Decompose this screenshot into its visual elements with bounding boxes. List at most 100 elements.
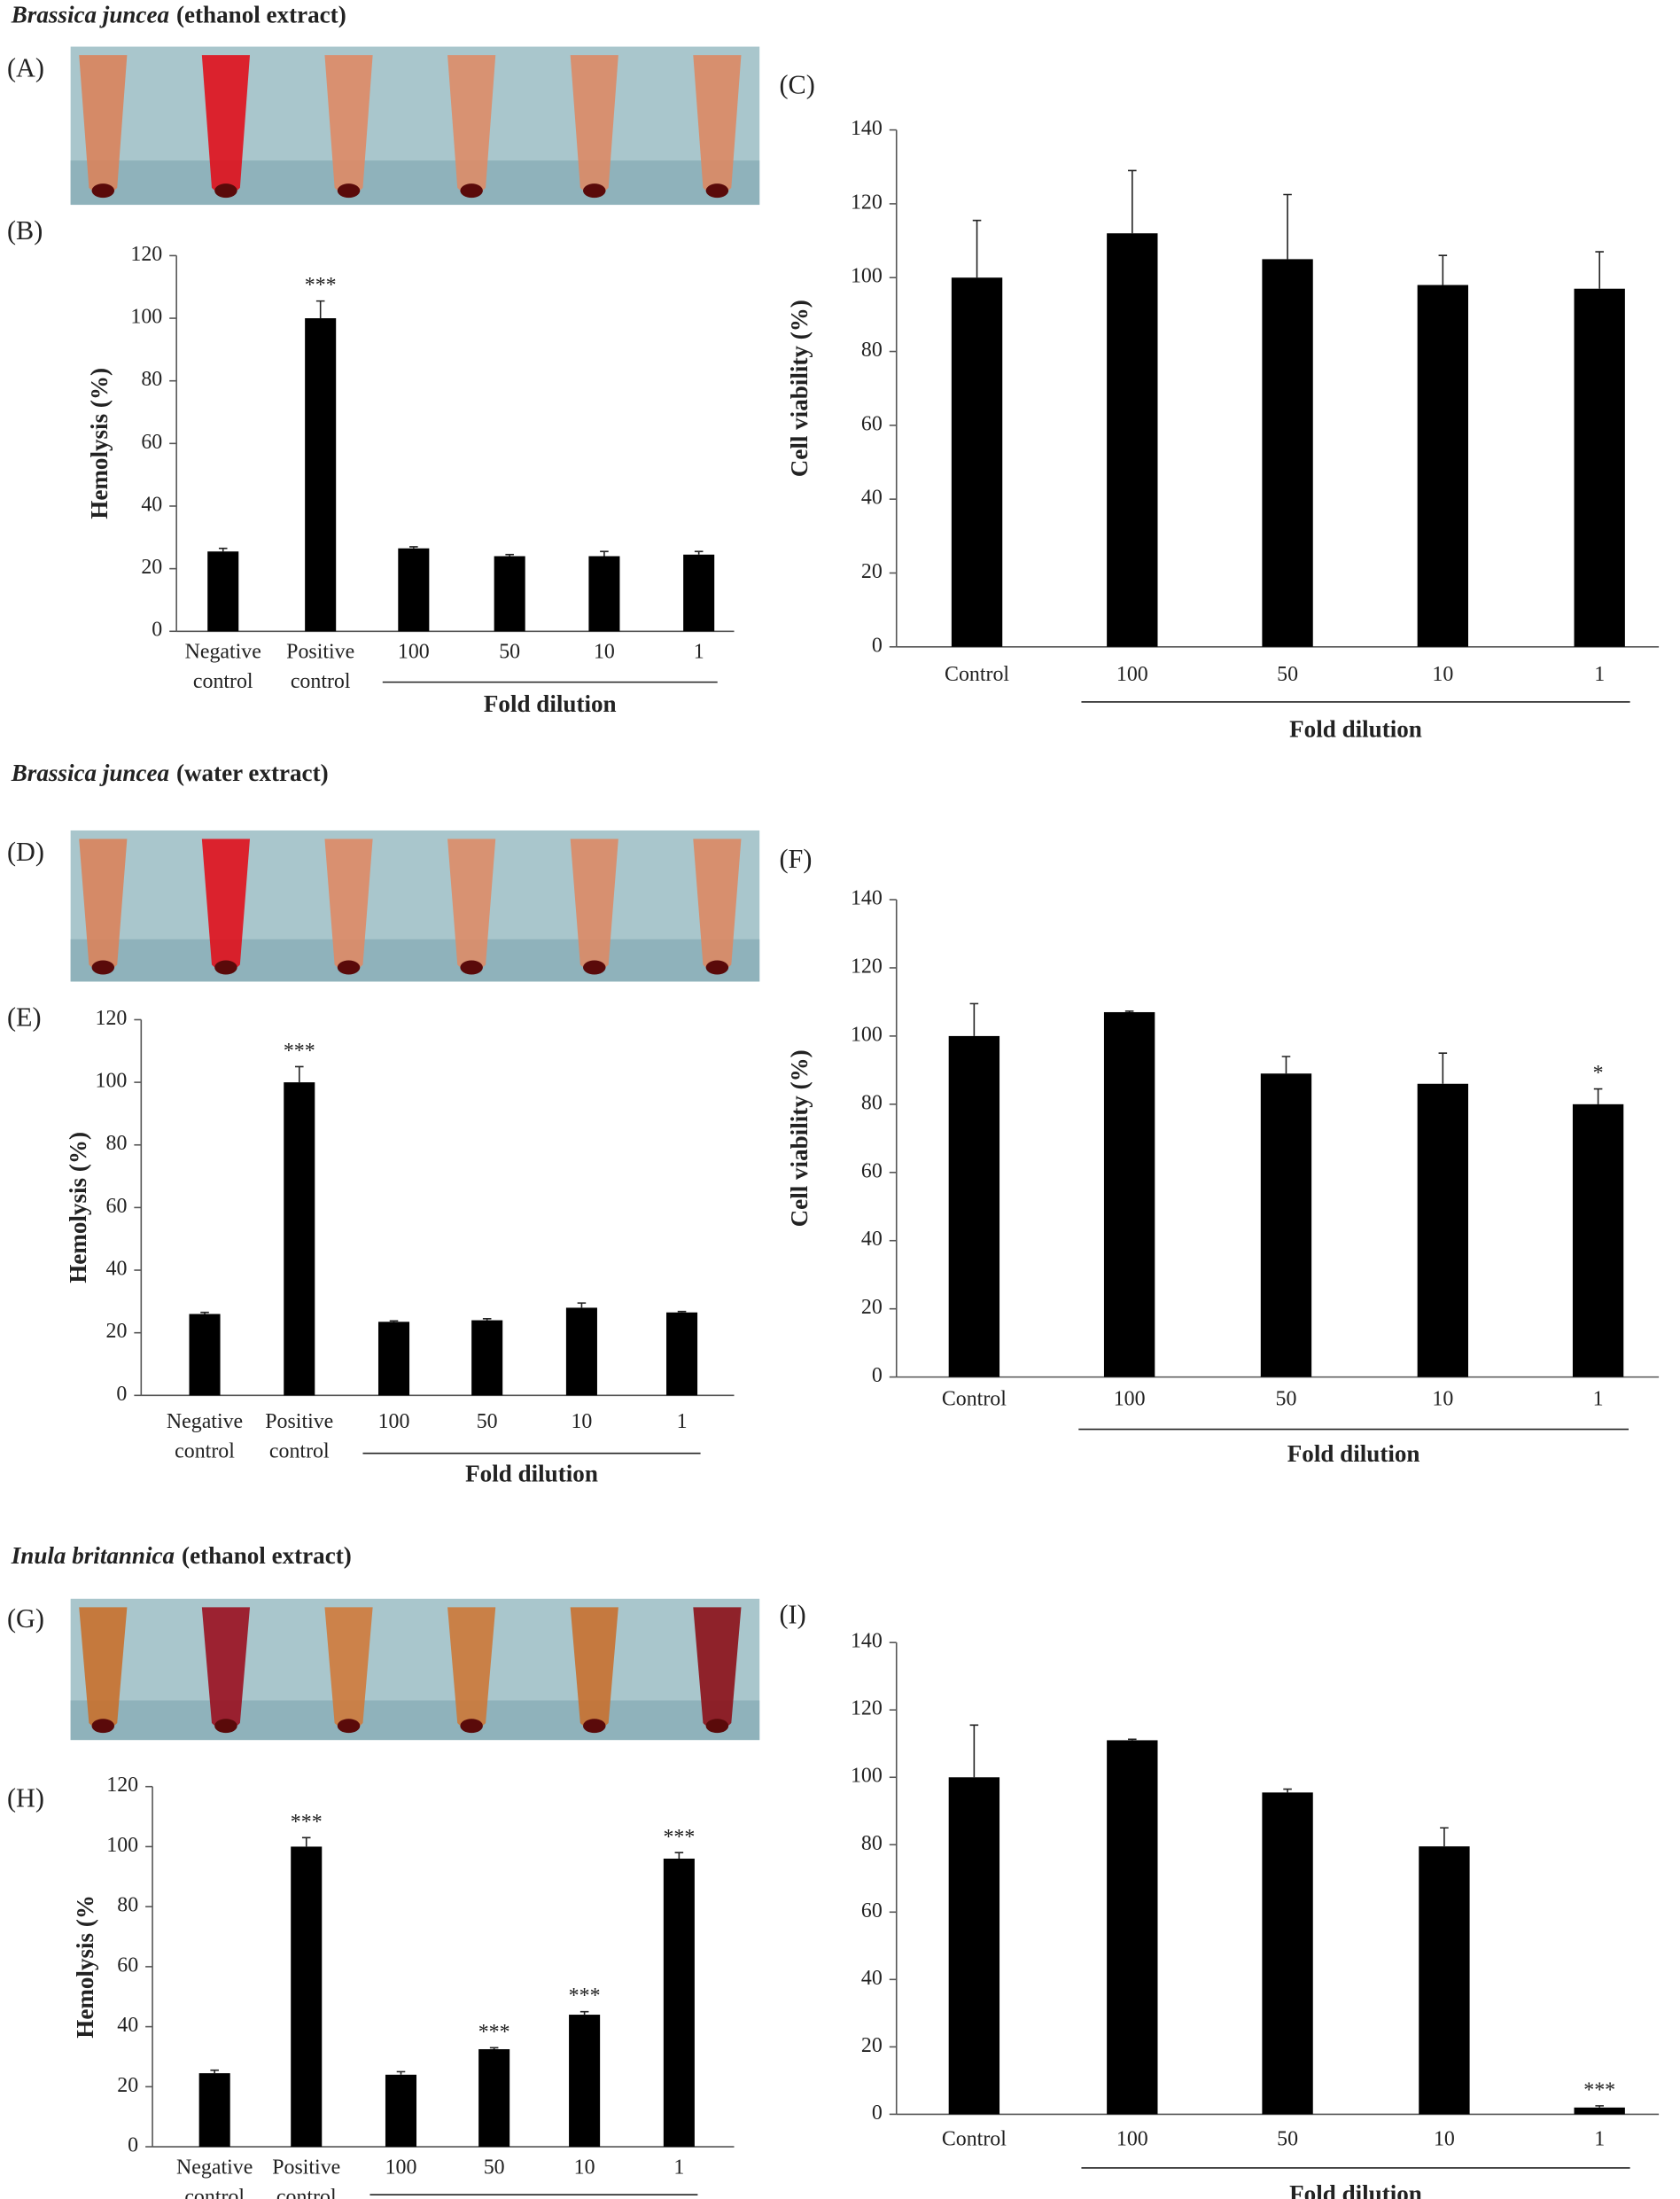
tube [570,55,618,195]
panel-label: (I) [779,1599,805,1629]
pellet [705,960,729,975]
y-tick-label: 140 [851,887,883,910]
category-label-text: 10 [571,1410,593,1434]
category-label-text: 100 [1116,2128,1148,2151]
section-title: Brassica juncea (water extract) [11,760,329,786]
pellet [214,1719,237,1734]
tube [79,1607,128,1730]
tube [447,1607,496,1730]
y-tick-label: 20 [861,2034,883,2057]
category-label-text: Negative control [176,2156,253,2199]
pellet [705,1719,729,1734]
category-label-text: Positive control [272,2156,341,2199]
panel-label: (B) [7,215,43,246]
y-tick-label: 100 [851,1765,883,1788]
category-label: 10 [571,1410,593,1434]
category-label-text: 100 [377,1410,410,1434]
extract: (ethanol extract) [182,1542,352,1569]
category-label: 10 [594,641,615,663]
y-tick-label: 100 [106,1834,138,1857]
error-bar [396,2070,406,2075]
bar [1262,259,1313,647]
category-label: 100 [1114,1388,1146,1410]
bar [377,1322,410,1396]
category-label: 10 [1433,2128,1455,2151]
tube [447,55,496,195]
pellet [583,960,606,975]
extract: (water extract) [176,760,329,786]
pellet [91,183,115,199]
error-bar [1438,254,1448,285]
group-label: Fold dilution [1287,1440,1420,1467]
category-label: 1 [677,1411,688,1433]
bar [1417,285,1469,647]
category-label: 10 [1432,664,1453,686]
error-bar [218,547,228,552]
y-tick-label: 0 [116,1383,127,1406]
y-tick-label: 120 [851,1697,883,1720]
category-label-text: 1 [1594,663,1606,687]
y-tick-label: 40 [117,2014,138,2037]
y-tick-label: 120 [106,1774,138,1797]
y-tick-label: 120 [851,955,883,978]
extract: (ethanol extract) [176,1,346,27]
bar [1419,1846,1470,2115]
category-label: 100 [1116,2128,1148,2151]
category-label: 50 [1276,1388,1297,1410]
section-title: Inula britannica (ethanol extract) [11,1542,352,1569]
category-label: 100 [385,2156,417,2179]
bar [1260,1073,1312,1377]
error-bar [579,2010,589,2016]
bar [588,556,620,632]
pellet [91,1719,115,1734]
significance: *** [291,1811,323,1834]
tube [201,55,251,195]
y-axis-title: Cell viability (%) [786,300,813,477]
error-bar [1440,1827,1449,1847]
bar [471,1320,503,1396]
error-bar [1595,251,1604,289]
category-label: 100 [377,1410,410,1434]
significance: *** [478,2021,510,2044]
error-bar [972,219,982,278]
error-bar [1128,1738,1137,1741]
error-bar [1595,2105,1604,2108]
error-bar [600,550,609,557]
category-label: 50 [484,2156,505,2179]
bar [284,1082,315,1396]
category-label: Control [942,2128,1007,2150]
group-label: Fold dilution [1289,716,1422,743]
y-tick-label: 120 [130,243,162,266]
tube [693,55,742,195]
error-bar [1283,1788,1292,1793]
pellet [583,1719,606,1734]
y-tick-label: 60 [117,1953,138,1977]
category-label: 100 [398,641,430,663]
y-tick-label: 80 [117,1894,138,1917]
tube [79,55,128,195]
bar [305,318,337,632]
y-tick-label: 80 [141,368,162,391]
category-label: Control [942,1388,1007,1410]
category-label-text: Positive control [286,641,355,694]
category-label: Positive control [265,1411,333,1463]
y-tick-label: 0 [872,2102,883,2125]
y-tick-label: 40 [861,1228,883,1251]
error-bar [677,1310,687,1313]
tube [447,838,496,972]
error-bar [200,1311,209,1314]
category-label-text: 10 [1433,2128,1455,2151]
y-tick-label: 120 [851,191,883,214]
y-tick-label: 140 [851,117,883,140]
bar [948,1777,1000,2115]
error-bar [969,1724,979,1778]
significance: *** [305,274,337,297]
error-bar [577,1302,587,1308]
bar [565,1307,597,1396]
category-label: Negative control [185,641,261,693]
y-tick-label: 120 [96,1007,128,1030]
pellet [337,1719,361,1734]
category-label: 50 [477,1411,498,1433]
bar [207,551,239,632]
